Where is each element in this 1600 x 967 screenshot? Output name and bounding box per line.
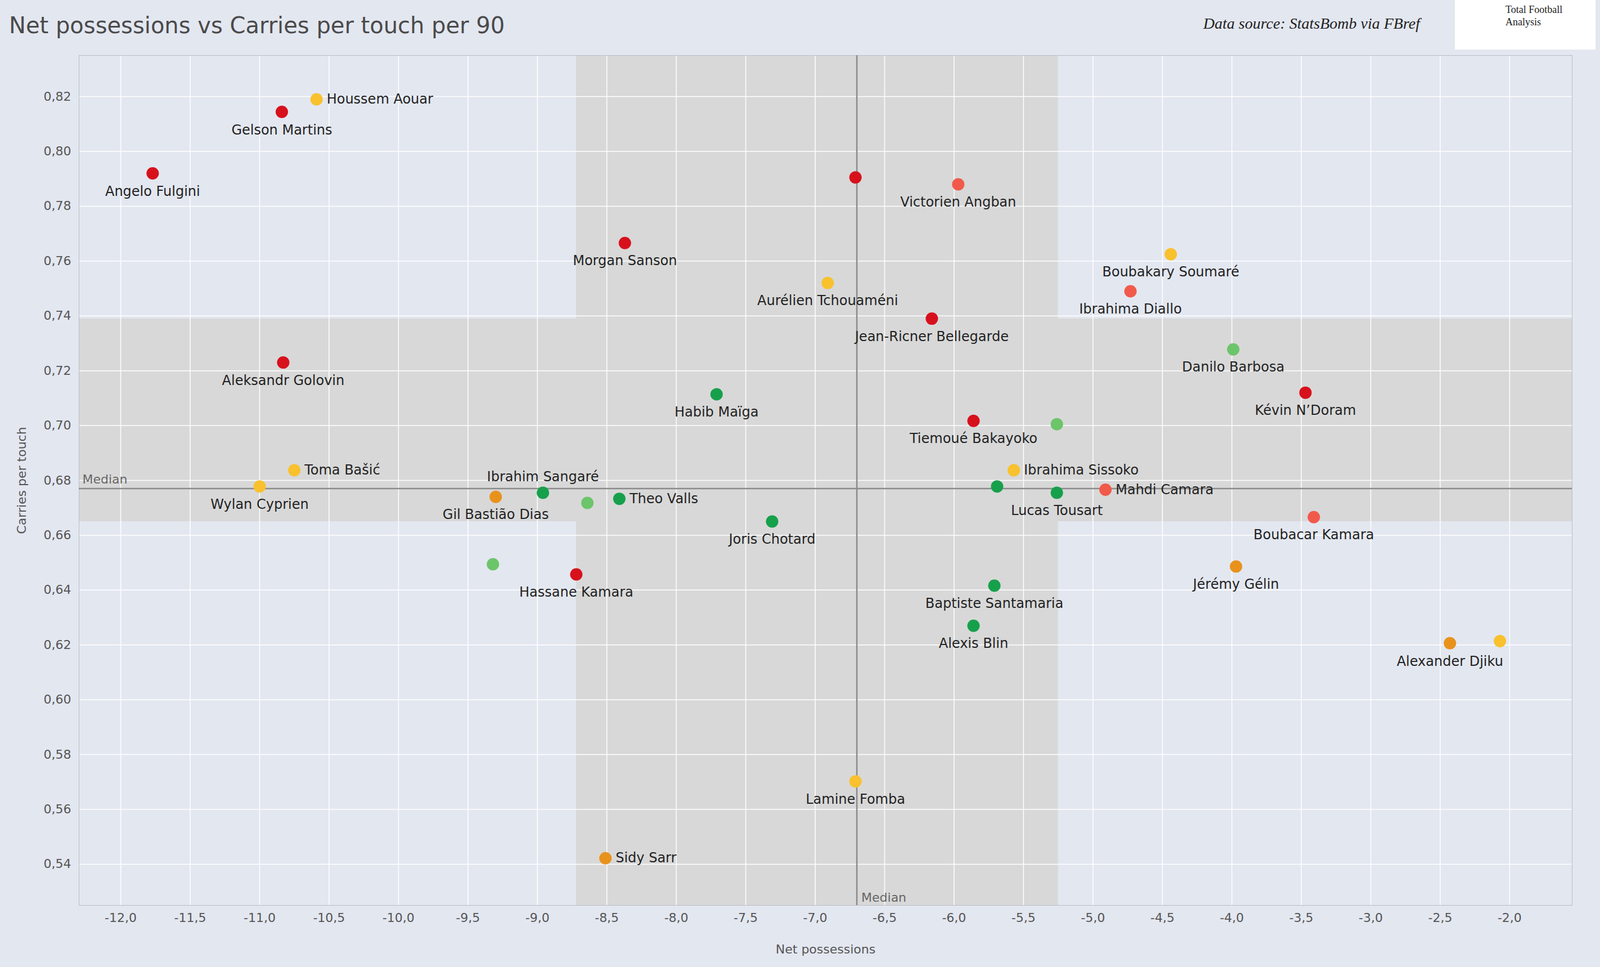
svg-text:-3,5: -3,5 <box>1289 910 1314 925</box>
svg-text:-5,5: -5,5 <box>1011 910 1036 925</box>
svg-text:0,70: 0,70 <box>43 418 72 433</box>
svg-text:0,58: 0,58 <box>43 747 72 762</box>
svg-text:Victorien Angban: Victorien Angban <box>900 194 1017 210</box>
svg-text:Mahdi Camara: Mahdi Camara <box>1115 481 1214 498</box>
svg-text:Alexis Blin: Alexis Blin <box>938 635 1009 651</box>
svg-text:Houssem Aouar: Houssem Aouar <box>326 91 434 107</box>
svg-text:-9,0: -9,0 <box>525 910 550 925</box>
svg-text:-11,5: -11,5 <box>174 910 207 925</box>
svg-text:-3,0: -3,0 <box>1358 910 1383 925</box>
svg-text:Lucas Tousart: Lucas Tousart <box>1010 502 1103 519</box>
svg-text:Theo Valls: Theo Valls <box>628 490 699 507</box>
svg-text:Jérémy Gélin: Jérémy Gélin <box>1192 576 1280 592</box>
svg-text:0,72: 0,72 <box>43 363 72 378</box>
svg-text:Sidy Sarr: Sidy Sarr <box>615 849 677 866</box>
svg-text:-2,5: -2,5 <box>1427 910 1453 925</box>
svg-text:Jean-Ricner Bellegarde: Jean-Ricner Bellegarde <box>854 328 1009 345</box>
svg-text:Tiemoué Bakayoko: Tiemoué Bakayoko <box>909 430 1038 447</box>
svg-text:Carries per touch: Carries per touch <box>14 426 29 534</box>
svg-text:Toma Bašić: Toma Bašić <box>303 461 381 478</box>
svg-text:-7,5: -7,5 <box>733 910 758 925</box>
svg-text:-5,0: -5,0 <box>1080 910 1105 925</box>
svg-text:-11,0: -11,0 <box>243 910 276 925</box>
svg-text:Ibrahima Sissoko: Ibrahima Sissoko <box>1023 461 1139 478</box>
svg-text:0,78: 0,78 <box>43 198 72 213</box>
svg-text:0,64: 0,64 <box>43 582 72 597</box>
svg-text:Habib Maïga: Habib Maïga <box>674 403 759 420</box>
svg-text:0,54: 0,54 <box>43 856 72 871</box>
svg-text:Kévin N’Doram: Kévin N’Doram <box>1255 402 1357 419</box>
svg-text:Median: Median <box>861 890 907 905</box>
svg-text:Alexander Djiku: Alexander Djiku <box>1396 653 1504 669</box>
svg-text:Net possessions: Net possessions <box>775 941 876 956</box>
html-text:Total Football Analysis: Total Football Analysis <box>1505 3 1563 28</box>
svg-text:0,74: 0,74 <box>43 308 72 323</box>
svg-text:Aurélien Tchouaméni: Aurélien Tchouaméni <box>757 292 898 309</box>
svg-text:-10,5: -10,5 <box>312 910 345 925</box>
svg-text:0,56: 0,56 <box>43 801 72 816</box>
svg-text:-6,5: -6,5 <box>872 910 897 925</box>
svg-text:0,82: 0,82 <box>43 89 72 104</box>
svg-text:Hassane Kamara: Hassane Kamara <box>519 583 634 600</box>
svg-text:0,66: 0,66 <box>43 527 72 542</box>
svg-text:-10,0: -10,0 <box>382 910 415 925</box>
svg-text:Gelson Martins: Gelson Martins <box>231 122 332 138</box>
svg-text:-4,0: -4,0 <box>1219 910 1244 925</box>
svg-text:Ibrahima Diallo: Ibrahima Diallo <box>1079 300 1182 317</box>
svg-text:-2,0: -2,0 <box>1497 910 1522 925</box>
svg-text:-12,0: -12,0 <box>104 910 137 925</box>
svg-text:0,76: 0,76 <box>43 253 72 268</box>
svg-text:Wylan Cyprien: Wylan Cyprien <box>210 496 309 512</box>
svg-text:Morgan Sanson: Morgan Sanson <box>572 252 677 269</box>
svg-text:Lamine Fomba: Lamine Fomba <box>805 790 906 807</box>
svg-text:-7,0: -7,0 <box>803 910 828 925</box>
html-text:Net possessions vs Carries per: Net possessions vs Carries per touch per… <box>9 12 505 39</box>
svg-text:Gil Bastião Dias: Gil Bastião Dias <box>442 506 550 523</box>
svg-text:0,68: 0,68 <box>43 473 72 488</box>
svg-text:Median: Median <box>82 472 128 487</box>
svg-text:-4,5: -4,5 <box>1150 910 1175 925</box>
svg-text:Angelo Fulgini: Angelo Fulgini <box>105 183 201 200</box>
svg-text:0,60: 0,60 <box>43 691 72 707</box>
svg-text:Boubacar Kamara: Boubacar Kamara <box>1253 526 1374 543</box>
html-text:Data source: StatsBomb via FBr: Data source: StatsBomb via FBref <box>1203 14 1420 33</box>
svg-text:Baptiste Santamaria: Baptiste Santamaria <box>925 595 1064 611</box>
svg-text:-8,5: -8,5 <box>594 910 619 925</box>
svg-text:0,62: 0,62 <box>43 637 72 652</box>
svg-text:-9,5: -9,5 <box>455 910 480 925</box>
svg-text:Ibrahim Sangaré: Ibrahim Sangaré <box>487 468 600 485</box>
svg-text:Danilo Barbosa: Danilo Barbosa <box>1181 358 1285 375</box>
svg-text:-8,0: -8,0 <box>664 910 689 925</box>
svg-text:Joris Chotard: Joris Chotard <box>727 531 816 547</box>
svg-text:Boubakary Soumaré: Boubakary Soumaré <box>1102 263 1240 280</box>
svg-text:Aleksandr Golovin: Aleksandr Golovin <box>222 372 345 389</box>
svg-text:-6,0: -6,0 <box>941 910 966 925</box>
svg-text:0,80: 0,80 <box>43 144 72 159</box>
